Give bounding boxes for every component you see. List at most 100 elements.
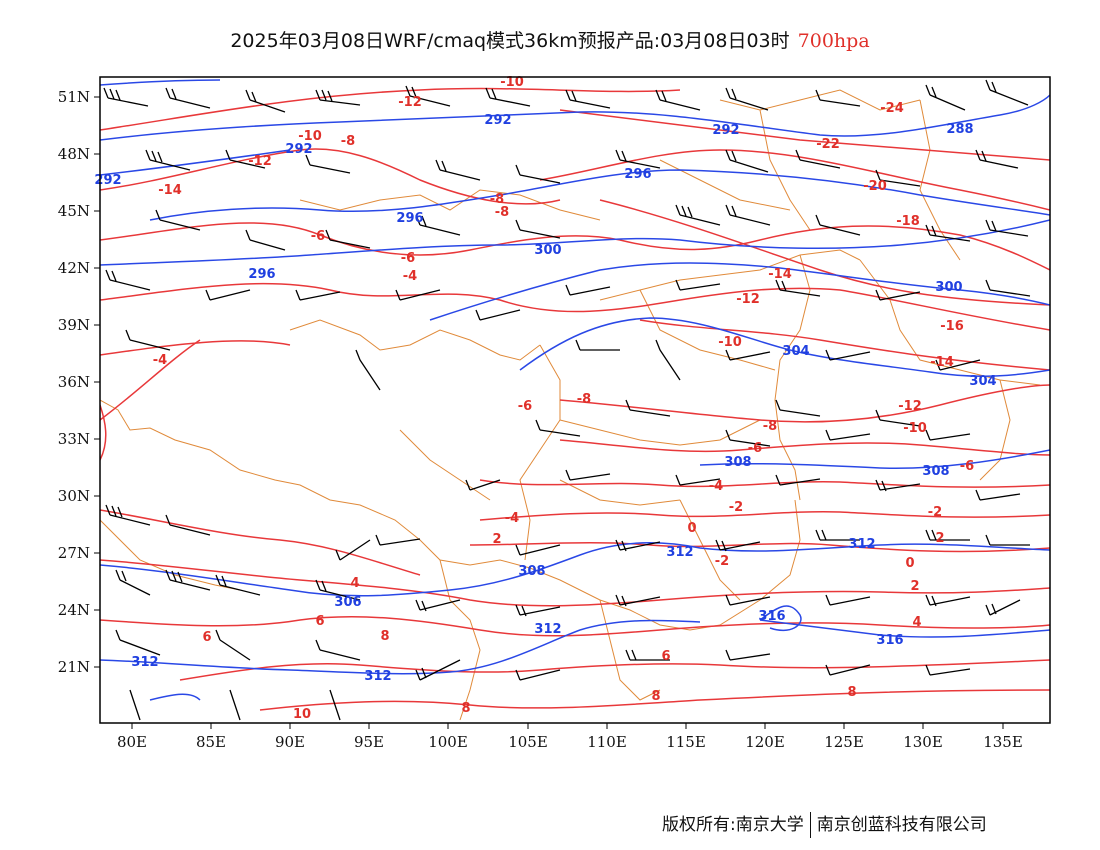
geo-label: 296 [624, 167, 651, 182]
lon-label: 100E [428, 733, 468, 751]
geo-label: 292 [712, 123, 739, 138]
geopotential-contours [100, 79, 1050, 701]
temp-label: 2 [935, 531, 944, 546]
temp-label: -18 [896, 214, 920, 229]
lat-label: 36N [58, 373, 90, 391]
geo-label: 292 [484, 113, 511, 128]
lat-label: 21N [58, 658, 90, 676]
temp-label: -16 [940, 319, 964, 334]
footer-separator [809, 812, 811, 838]
lon-label: 110E [587, 733, 627, 751]
temp-label: -6 [311, 229, 325, 244]
lat-label: 33N [58, 430, 90, 448]
lon-label: 95E [354, 733, 384, 751]
lat-label: 45N [58, 202, 90, 220]
temp-label: 4 [350, 576, 359, 591]
lon-label: 130E [903, 733, 943, 751]
lon-label: 125E [824, 733, 864, 751]
temp-label: -12 [898, 399, 922, 414]
temp-label: 2 [492, 532, 501, 547]
geo-label: 300 [534, 243, 561, 258]
temp-label: -6 [401, 251, 415, 266]
geo-label: 312 [131, 655, 158, 670]
chart-title: 2025年03月08日WRF/cmaq模式36km预报产品:03月08日03时 7… [0, 26, 1100, 53]
temp-label: 10 [293, 707, 311, 722]
temp-label: 8 [847, 685, 856, 700]
lon-label: 120E [745, 733, 785, 751]
temp-label: -8 [577, 392, 591, 407]
geo-label: 304 [782, 344, 809, 359]
lat-label: 27N [58, 544, 90, 562]
lat-label: 39N [58, 316, 90, 334]
temp-label: -14 [158, 183, 182, 198]
temp-label: 0 [687, 521, 696, 536]
geo-label: 316 [876, 633, 903, 648]
lat-label: 30N [58, 487, 90, 505]
temp-label: -14 [768, 267, 792, 282]
temp-label: -8 [490, 192, 504, 207]
temp-label: -12 [398, 95, 422, 110]
longitude-ticks [131, 723, 1004, 729]
temp-label: -10 [500, 75, 524, 90]
lon-label: 85E [196, 733, 226, 751]
temp-label: -2 [715, 554, 729, 569]
temp-label: 8 [651, 689, 660, 704]
temperature-contours [100, 87, 1050, 711]
temp-label: 0 [905, 556, 914, 571]
temperature-labels: -10 -12 -10 -8 -12 -14 -6 -8 -6 -4 -8 -6… [153, 75, 974, 722]
geo-label: 308 [724, 455, 751, 470]
temp-label: -6 [748, 441, 762, 456]
geo-label: 312 [666, 545, 693, 560]
temp-label: -4 [153, 353, 167, 368]
longitude-labels: 80E 85E 90E 95E 100E 105E 110E 115E 120E… [117, 733, 1023, 751]
geo-label: 288 [946, 122, 973, 137]
map-background [100, 77, 1050, 723]
temp-label: -22 [816, 137, 840, 152]
temp-label: -8 [495, 205, 509, 220]
wind-barbs [103, 79, 1031, 721]
temp-label: 6 [661, 649, 670, 664]
temp-label: 8 [461, 701, 470, 716]
lon-label: 90E [275, 733, 305, 751]
temp-label: 8 [380, 629, 389, 644]
temp-label: -8 [341, 134, 355, 149]
geo-label: 306 [334, 595, 361, 610]
temp-label: -4 [403, 269, 417, 284]
copyright-owner: 版权所有:南京大学 [662, 815, 804, 835]
temp-label: -24 [880, 101, 904, 116]
lat-label: 42N [58, 259, 90, 277]
lat-label: 48N [58, 145, 90, 163]
geo-label: 312 [534, 622, 561, 637]
geo-label: 308 [922, 464, 949, 479]
geo-label: 304 [969, 374, 996, 389]
geo-label: 292 [285, 142, 312, 157]
temp-label: -8 [763, 419, 777, 434]
latitude-ticks [94, 96, 100, 668]
temp-label: -10 [298, 129, 322, 144]
geopotential-labels: 292 292 292 288 296 292 296 300 296 300 … [94, 113, 996, 684]
geo-label: 292 [94, 173, 121, 188]
temp-label: -4 [709, 479, 723, 494]
lat-label: 51N [58, 88, 90, 106]
temp-label: -2 [729, 500, 743, 515]
temp-label: -12 [736, 292, 760, 307]
latitude-labels: 51N 48N 45N 42N 39N 36N 33N 30N 27N 24N … [58, 88, 90, 676]
temp-label: -6 [518, 399, 532, 414]
temp-label: -20 [863, 179, 887, 194]
temp-label: 6 [315, 614, 324, 629]
geo-label: 296 [248, 267, 275, 282]
geo-label: 316 [758, 609, 785, 624]
geo-label: 308 [518, 564, 545, 579]
copyright-company: 南京创蓝科技有限公司 [816, 815, 987, 835]
temp-label: -2 [928, 505, 942, 520]
map-frame [99, 76, 1051, 724]
geo-label: 296 [396, 211, 423, 226]
temp-label: 4 [912, 615, 921, 630]
temp-label: -10 [718, 335, 742, 350]
lon-label: 115E [666, 733, 706, 751]
title-level: 700hpa [797, 30, 870, 52]
geo-label: 312 [364, 669, 391, 684]
lat-label: 24N [58, 601, 90, 619]
title-text: 2025年03月08日WRF/cmaq模式36km预报产品:03月08日03时 [230, 30, 790, 52]
